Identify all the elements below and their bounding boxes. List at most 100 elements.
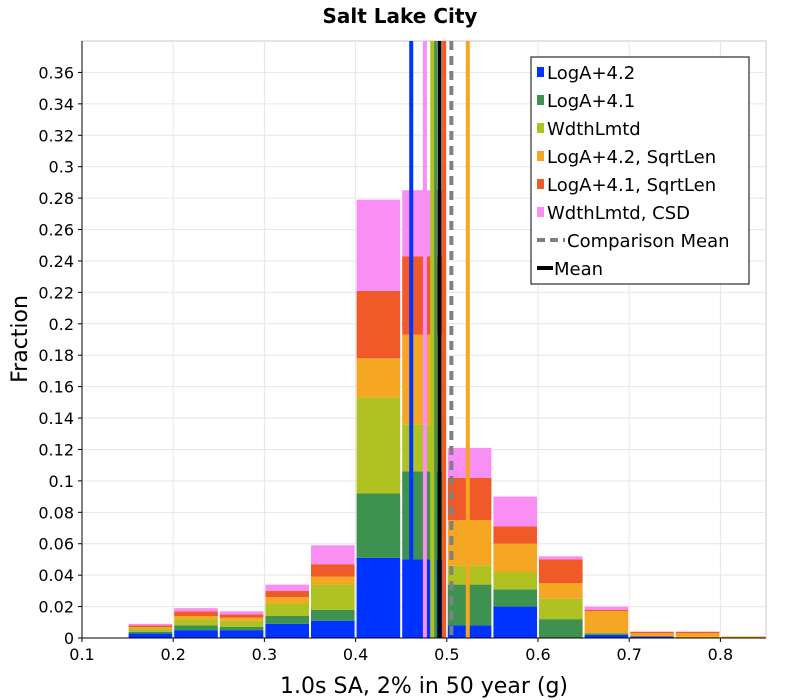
bar-segment <box>356 397 401 494</box>
bar-segment <box>630 633 674 637</box>
bar-segment <box>356 358 401 398</box>
bar-segment <box>539 598 583 620</box>
bar-segment <box>219 614 264 618</box>
bar-segment <box>356 557 401 638</box>
bar-segment <box>311 609 355 621</box>
legend-label: LogA+4.2, SqrtLen <box>547 147 716 168</box>
x-tick-label: 0.4 <box>343 645 368 664</box>
bar-segment <box>539 556 583 560</box>
legend-label: Comparison Mean <box>567 231 730 252</box>
x-tick-label: 0.2 <box>160 645 185 664</box>
bar-segment <box>539 619 583 638</box>
legend-box <box>530 56 750 285</box>
bar-segment <box>584 633 629 635</box>
y-axis-title: Fraction <box>8 295 33 383</box>
bar-segment <box>356 493 401 558</box>
x-tick-label: 0.7 <box>616 645 641 664</box>
y-tick-label: 0.08 <box>38 503 74 522</box>
x-tick-label: 0.6 <box>525 645 550 664</box>
bar-segment <box>128 633 173 638</box>
mean-lines <box>409 41 470 638</box>
bar-segment <box>128 625 173 628</box>
bar-segment <box>311 545 355 565</box>
bar-segment <box>265 590 309 598</box>
y-tick-label: 0.36 <box>38 63 74 82</box>
bar-segment <box>539 559 583 584</box>
y-tick-label: 0.16 <box>38 378 74 397</box>
bar-segment <box>174 608 218 612</box>
bar-segment <box>584 609 629 612</box>
bar-segment <box>174 619 218 626</box>
bar-segment <box>675 631 720 634</box>
y-tick-label: 0.12 <box>38 440 74 459</box>
y-tick-label: 0.18 <box>38 346 74 365</box>
bar-segment <box>219 611 264 615</box>
bar-segment <box>311 564 355 577</box>
bar-segment <box>265 597 309 604</box>
bar-segment <box>174 611 218 617</box>
y-tick-label: 0.26 <box>38 221 74 240</box>
y-tick-label: 0 <box>64 629 74 648</box>
bar-segment <box>311 576 355 585</box>
bar-segment <box>265 603 309 617</box>
bar-segment <box>311 584 355 610</box>
bar-segment <box>721 636 765 638</box>
bar-segment <box>265 616 309 624</box>
x-tick-label: 0.1 <box>69 645 94 664</box>
bar-segment <box>356 290 401 359</box>
x-tick-label: 0.5 <box>434 645 459 664</box>
bar-segment <box>584 606 629 610</box>
legend-swatch <box>537 67 544 77</box>
bar-segment <box>265 584 309 591</box>
y-tick-label: 0.1 <box>49 472 74 491</box>
x-tick-label: 0.3 <box>252 645 277 664</box>
x-tick-label: 0.8 <box>708 645 733 664</box>
bar-segment <box>174 616 218 620</box>
bar-segment <box>675 633 720 638</box>
legend-label: LogA+4.1 <box>547 91 635 112</box>
bar-segment <box>584 611 629 634</box>
y-tick-label: 0.02 <box>38 598 74 617</box>
chart-title: Salt Lake City <box>323 4 478 28</box>
bar-segment <box>219 630 264 638</box>
bar-segment <box>174 625 218 631</box>
bar-segment <box>493 589 537 607</box>
bar-segment <box>493 572 537 590</box>
axes: 0 0.02 0.04 0.06 0.08 0.1 0.12 0.14 0.16 0.18 0.2 0… <box>38 41 766 664</box>
y-tick-label: 0.2 <box>49 315 74 334</box>
y-tick-label: 0.06 <box>38 535 74 554</box>
legend-label: LogA+4.1, SqrtLen <box>547 175 716 196</box>
bar-segment <box>630 636 674 638</box>
legend-swatch <box>537 207 544 217</box>
bar-segment <box>539 583 583 599</box>
legend-label: WdthLmtd, CSD <box>547 203 690 224</box>
y-tick-label: 0.04 <box>38 566 74 585</box>
bar-segment <box>265 623 309 638</box>
bar-segment <box>493 526 537 544</box>
y-tick-label: 0.28 <box>38 189 74 208</box>
bar-segment <box>493 606 537 638</box>
legend-swatch <box>537 123 544 133</box>
y-tick-label: 0.34 <box>38 95 74 114</box>
bar-segment <box>219 617 264 621</box>
y-tick-label: 0.14 <box>38 409 74 428</box>
bar-segment <box>219 627 264 631</box>
legend-swatch <box>537 179 544 189</box>
legend-label: WdthLmtd <box>547 119 641 140</box>
y-tick-label: 0.32 <box>38 126 74 145</box>
bar-segment <box>356 199 401 291</box>
legend-label: LogA+4.2 <box>547 63 635 84</box>
bar-segment <box>493 496 537 527</box>
legend-swatch <box>537 95 544 105</box>
bar-segment <box>219 620 264 628</box>
y-tick-label: 0.24 <box>38 252 74 271</box>
legend-label: Mean <box>554 259 603 280</box>
legend: LogA+4.2 LogA+4.1 WdthLmtd LogA+4.2, SqrtLe… <box>530 56 750 285</box>
bar-segment <box>630 631 674 634</box>
legend-swatch <box>537 151 544 161</box>
bar-segment <box>311 620 355 638</box>
bar-segment <box>174 630 218 638</box>
bar-segment <box>128 623 173 626</box>
